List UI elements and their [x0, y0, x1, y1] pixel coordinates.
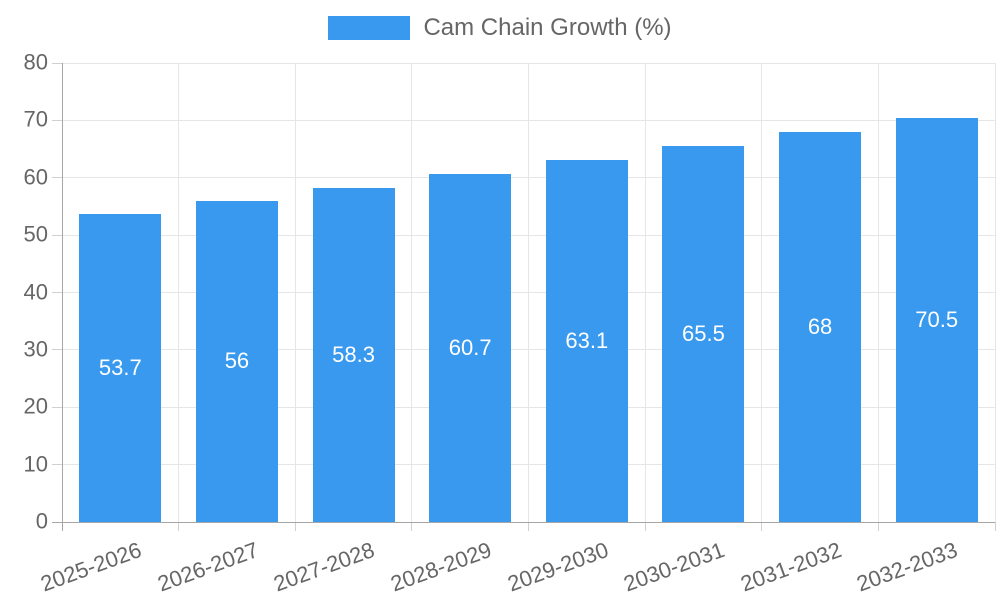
x-tick-mark: [294, 522, 296, 531]
v-gridline: [761, 63, 763, 522]
v-gridline: [877, 63, 879, 522]
y-tick-label: 40: [23, 278, 48, 304]
legend-label: Cam Chain Growth (%): [423, 14, 672, 41]
bar[interactable]: [312, 187, 395, 522]
x-tick-label: 2026-2027: [154, 537, 262, 597]
x-tick-mark: [994, 522, 996, 531]
v-gridline: [528, 63, 529, 522]
x-tick-label: 2029-2030: [503, 537, 612, 597]
y-tick-mark: [52, 464, 62, 466]
bar[interactable]: [779, 131, 862, 522]
y-tick-label: 60: [23, 164, 48, 190]
y-tick-label: 20: [23, 393, 48, 419]
y-tick-label: 50: [23, 221, 48, 247]
v-gridline: [178, 63, 180, 522]
x-tick-label: 2030-2031: [620, 537, 728, 597]
v-gridline: [644, 63, 646, 522]
bar-value-label: 65.5: [682, 321, 725, 347]
bar[interactable]: [79, 213, 162, 522]
bar[interactable]: [662, 146, 745, 522]
x-tick-mark: [528, 522, 529, 531]
bar-value-label: 70.5: [915, 306, 959, 332]
bar-value-label: 53.7: [98, 354, 142, 380]
x-tick-label: 2025-2026: [37, 537, 145, 597]
x-tick-mark: [644, 522, 646, 531]
y-tick-mark: [52, 349, 62, 351]
y-tick-label: 70: [23, 106, 48, 132]
x-tick-label: 2027-2028: [270, 537, 379, 597]
x-tick-mark: [877, 522, 879, 531]
bar[interactable]: [195, 200, 278, 522]
bar[interactable]: [429, 173, 512, 522]
y-tick-label: 10: [23, 451, 48, 477]
x-axis-line: [52, 521, 995, 523]
bar-value-label: 56: [224, 348, 250, 374]
bar[interactable]: [545, 159, 628, 522]
x-tick-mark: [178, 522, 180, 531]
legend-item[interactable]: Cam Chain Growth (%): [0, 14, 1000, 42]
x-tick-label: 2028-2029: [387, 537, 495, 597]
y-tick-label: 80: [23, 49, 48, 75]
y-tick-mark: [52, 119, 62, 121]
y-tick-mark: [52, 62, 62, 64]
v-gridline: [411, 63, 413, 522]
legend-swatch: [328, 16, 411, 40]
x-tick-label: 2031-2032: [737, 537, 845, 597]
y-tick-mark: [52, 177, 62, 179]
bar-value-label: 63.1: [565, 327, 609, 353]
y-tick-mark: [52, 292, 62, 293]
y-tick-mark: [52, 406, 62, 408]
y-axis-line: [61, 63, 63, 531]
y-tick-label: 0: [35, 508, 48, 534]
y-tick-mark: [52, 234, 62, 236]
v-gridline: [994, 63, 996, 522]
bar-value-label: 60.7: [448, 334, 492, 360]
y-tick-label: 30: [23, 336, 48, 362]
x-tick-label: 2032-2033: [853, 537, 962, 597]
bar-value-label: 68: [807, 313, 833, 339]
x-tick-mark: [761, 522, 763, 531]
v-gridline: [294, 63, 296, 522]
x-tick-mark: [411, 522, 413, 531]
bar-value-label: 58.3: [332, 341, 375, 367]
bar[interactable]: [895, 117, 978, 522]
